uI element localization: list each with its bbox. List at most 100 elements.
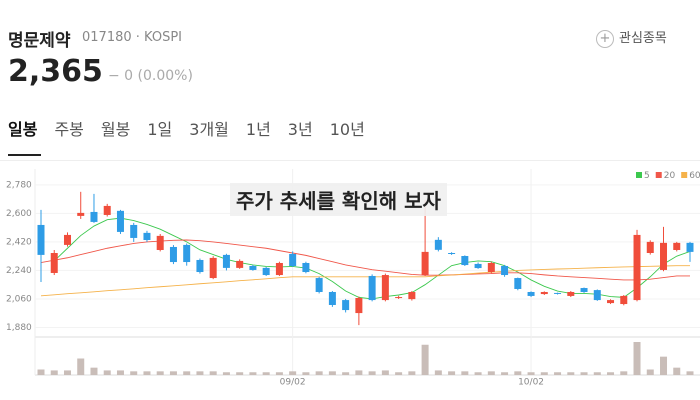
candle-body: [673, 242, 681, 250]
candle-body: [275, 262, 283, 276]
volume-bar: [434, 370, 442, 375]
volume-bar: [395, 372, 403, 375]
candle-body: [262, 267, 270, 276]
tab-bar: 일봉 주봉 월봉 1일 3개월 1년 3년 10년: [8, 116, 382, 140]
candle-body: [355, 298, 363, 314]
tab[interactable]: 주봉: [54, 120, 84, 139]
volume-bar: [673, 367, 681, 375]
legend-swatch: [681, 172, 688, 178]
tab[interactable]: 월봉: [100, 120, 131, 139]
moving-average-line: [40, 239, 690, 281]
candle-body: [686, 242, 694, 252]
candle-body: [63, 234, 71, 245]
candle-body: [315, 278, 323, 292]
tab[interactable]: 3년: [287, 120, 313, 139]
volume-bar: [249, 372, 257, 375]
watch-button[interactable]: + 관심종목: [596, 27, 667, 48]
volume-bar: [368, 371, 376, 375]
volume-bar: [686, 371, 694, 375]
candle-body: [368, 275, 376, 301]
candle-body: [381, 275, 389, 301]
volume-bar: [646, 369, 654, 375]
volume-bar: [554, 372, 562, 375]
legend-label: 20: [664, 171, 676, 181]
candle-body: [501, 265, 509, 276]
legend-swatch: [636, 172, 642, 178]
volume-bar: [540, 372, 548, 375]
volume-bar: [289, 371, 297, 375]
candle-body: [421, 251, 429, 276]
volume-bar: [342, 372, 350, 375]
volume-bar: [487, 371, 495, 375]
price-change: − 0 (0.00%): [108, 68, 193, 84]
volume-bar: [275, 372, 283, 375]
volume-bar: [209, 371, 217, 375]
y-tick-label: 2,600: [6, 209, 32, 219]
candle-body: [461, 256, 469, 266]
candle-body: [395, 297, 403, 299]
volume-bar: [262, 372, 270, 375]
volume-bar: [381, 370, 389, 375]
tab[interactable]: 3개월: [189, 120, 229, 139]
tab[interactable]: 1일: [147, 120, 173, 139]
volume-bar: [196, 371, 204, 375]
candle-body: [514, 278, 522, 289]
tab-underline: [8, 154, 41, 156]
volume-bar: [236, 372, 244, 375]
candle-body: [342, 300, 350, 311]
volume-bar: [130, 371, 138, 375]
volume-bar: [421, 344, 429, 375]
volume-bar: [37, 369, 45, 375]
candle-body: [302, 262, 310, 273]
candle-body: [633, 234, 641, 301]
candle-body: [196, 259, 204, 273]
divider: [0, 160, 700, 161]
volume-bar: [90, 367, 98, 375]
legend-label: 60: [689, 171, 700, 181]
volume-bar: [567, 372, 575, 375]
candle-body: [37, 224, 45, 255]
volume-bar: [580, 372, 588, 375]
tab[interactable]: 일봉: [8, 120, 38, 139]
candle-body: [249, 265, 257, 270]
candle-body: [487, 262, 495, 273]
y-tick-label: 2,780: [6, 180, 32, 190]
volume-bar: [103, 370, 111, 375]
volume-bar: [63, 370, 71, 375]
candle-body: [567, 291, 575, 296]
volume-bar: [501, 372, 509, 375]
y-tick-label: 1,880: [6, 323, 32, 333]
tab[interactable]: 1년: [245, 120, 271, 139]
candle-body: [593, 290, 601, 301]
volume-bar: [116, 370, 124, 375]
candle-body: [474, 263, 482, 269]
candle-body: [236, 260, 244, 268]
stock-name: 명문제약: [8, 31, 71, 51]
volume-bar: [143, 371, 151, 375]
candle-body: [156, 235, 164, 250]
candle-body: [448, 253, 456, 254]
candle-body: [328, 291, 336, 305]
volume-bar: [607, 372, 615, 375]
candle-body: [289, 253, 297, 266]
y-tick-label: 2,240: [6, 266, 32, 276]
y-tick-label: 2,420: [6, 237, 32, 247]
x-tick-label: 09/02: [280, 378, 306, 388]
candle-body: [646, 241, 654, 253]
tab[interactable]: 10년: [329, 120, 365, 139]
volume-bar: [620, 371, 628, 375]
candle-body: [554, 292, 562, 294]
volume-bar: [514, 371, 522, 375]
candle-body: [607, 300, 615, 304]
candle-body: [540, 291, 548, 295]
candle-body: [527, 291, 535, 296]
volume-bar: [328, 371, 336, 375]
y-tick-label: 2,060: [6, 294, 32, 304]
volume-bar: [461, 371, 469, 375]
candle-body: [77, 212, 85, 216]
stock-code: 017180 · KOSPI: [82, 30, 182, 45]
x-tick-label: 10/02: [518, 378, 544, 388]
volume-bar: [355, 370, 363, 375]
